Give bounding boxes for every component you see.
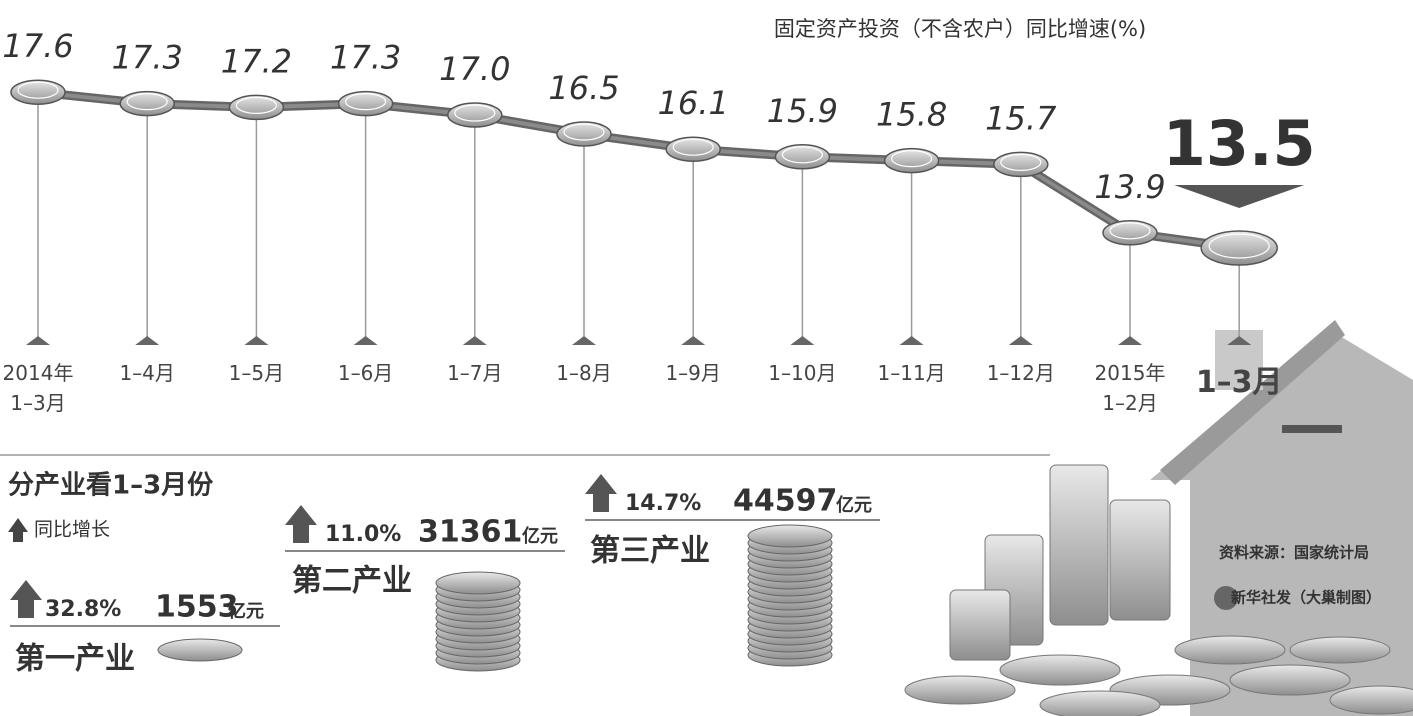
value-label: 17.3 bbox=[112, 39, 183, 77]
x-tick-label: 1–11月 bbox=[877, 361, 946, 385]
x-tick-label: 2015年1–2月 bbox=[1094, 361, 1166, 415]
x-tick-label: 2014年1–3月 bbox=[2, 361, 74, 415]
source: 资料来源：国家统计局 bbox=[1219, 544, 1369, 562]
coin bbox=[665, 136, 721, 162]
coin-stack bbox=[435, 571, 521, 595]
industry-legend: 同比增长 bbox=[34, 519, 110, 541]
value-label: 17.0 bbox=[439, 50, 510, 88]
coin bbox=[993, 151, 1049, 178]
coin bbox=[883, 147, 940, 174]
value-label: 16.5 bbox=[548, 69, 619, 107]
coin bbox=[228, 94, 285, 121]
industry-name: 第三产业 bbox=[590, 534, 710, 569]
coin bbox=[1200, 230, 1278, 266]
coin bbox=[119, 90, 175, 117]
coin-face bbox=[345, 92, 387, 111]
x-tick-label: 1–9月 bbox=[665, 361, 721, 385]
coin bbox=[774, 144, 831, 170]
x-tick-label: 1–5月 bbox=[228, 361, 285, 385]
value-label: 13.9 bbox=[1094, 168, 1165, 206]
coin-face bbox=[235, 96, 277, 115]
growth-arrow bbox=[585, 474, 617, 512]
growth-arrow bbox=[285, 505, 317, 543]
coin-face bbox=[126, 92, 168, 111]
coin bbox=[447, 102, 503, 128]
line bbox=[37, 87, 1240, 253]
value-label: 13.5 bbox=[1163, 107, 1316, 180]
line-highlight bbox=[37, 90, 1240, 250]
credit: 新华社发（大巢制图） bbox=[1231, 589, 1381, 607]
value-label: 15.8 bbox=[876, 96, 947, 134]
coin-face bbox=[781, 146, 824, 164]
chart-title: 固定资产投资（不含农户）同比增速(%) bbox=[774, 17, 1146, 41]
x-tick-label: 1–4月 bbox=[119, 361, 175, 385]
tick-triangle bbox=[1227, 336, 1252, 345]
value-label: 16.1 bbox=[658, 84, 729, 122]
coin-face bbox=[1109, 222, 1151, 240]
coin-face bbox=[454, 104, 496, 122]
industry-name: 第二产业 bbox=[292, 564, 412, 599]
amount: 44597 bbox=[733, 484, 837, 519]
unit: 亿元 bbox=[836, 494, 872, 516]
growth-arrow bbox=[10, 580, 42, 618]
coin-stack bbox=[157, 638, 243, 662]
coin bbox=[10, 79, 66, 105]
coin-face bbox=[1000, 153, 1042, 171]
tick-triangle bbox=[135, 336, 160, 345]
x-tick-label: 1–6月 bbox=[337, 361, 394, 385]
x-tick-label: 1–7月 bbox=[447, 361, 503, 385]
growth: 32.8% bbox=[45, 597, 121, 622]
value-label: 15.7 bbox=[985, 99, 1057, 137]
unit: 亿元 bbox=[228, 600, 264, 622]
coin-face bbox=[563, 123, 605, 141]
x-tick-label: 1–12月 bbox=[986, 361, 1055, 385]
tick-triangle bbox=[26, 336, 50, 345]
industry-name: 第一产业 bbox=[15, 642, 135, 677]
tick-triangle bbox=[572, 336, 596, 345]
value-label: 17.6 bbox=[2, 27, 73, 65]
x-tick-label: 1–8月 bbox=[556, 361, 612, 385]
coin-face bbox=[672, 138, 714, 156]
tick-triangle bbox=[244, 336, 269, 345]
x-tick-label: 1–3月 bbox=[1195, 365, 1283, 400]
tick-triangle bbox=[1008, 336, 1033, 345]
coin-face bbox=[1208, 233, 1270, 259]
tick-triangle bbox=[462, 336, 487, 345]
tick-triangle bbox=[353, 336, 378, 345]
amount: 31361 bbox=[418, 515, 522, 550]
value-label: 15.9 bbox=[767, 92, 838, 130]
tick-triangle bbox=[681, 336, 706, 345]
down-arrow bbox=[1174, 185, 1305, 208]
value-label: 17.2 bbox=[221, 42, 292, 80]
coin bbox=[1102, 220, 1158, 246]
growth: 11.0% bbox=[325, 522, 401, 547]
amount: 1553 bbox=[155, 590, 239, 625]
x-tick-label: 1–10月 bbox=[768, 361, 837, 385]
value-label: 17.3 bbox=[330, 39, 401, 77]
legend-arrow bbox=[8, 518, 28, 542]
coin bbox=[337, 90, 394, 117]
coin-face bbox=[17, 81, 59, 99]
tick-triangle bbox=[1118, 336, 1142, 345]
coin-face bbox=[890, 150, 933, 168]
industry-heading: 分产业看1–3月份 bbox=[8, 471, 213, 501]
growth: 14.7% bbox=[625, 491, 701, 516]
unit: 亿元 bbox=[522, 525, 558, 547]
tick-triangle bbox=[790, 336, 815, 345]
coin-stack bbox=[747, 524, 833, 548]
coin bbox=[556, 121, 612, 147]
tick-triangle bbox=[899, 336, 924, 345]
decoration bbox=[0, 320, 1413, 716]
